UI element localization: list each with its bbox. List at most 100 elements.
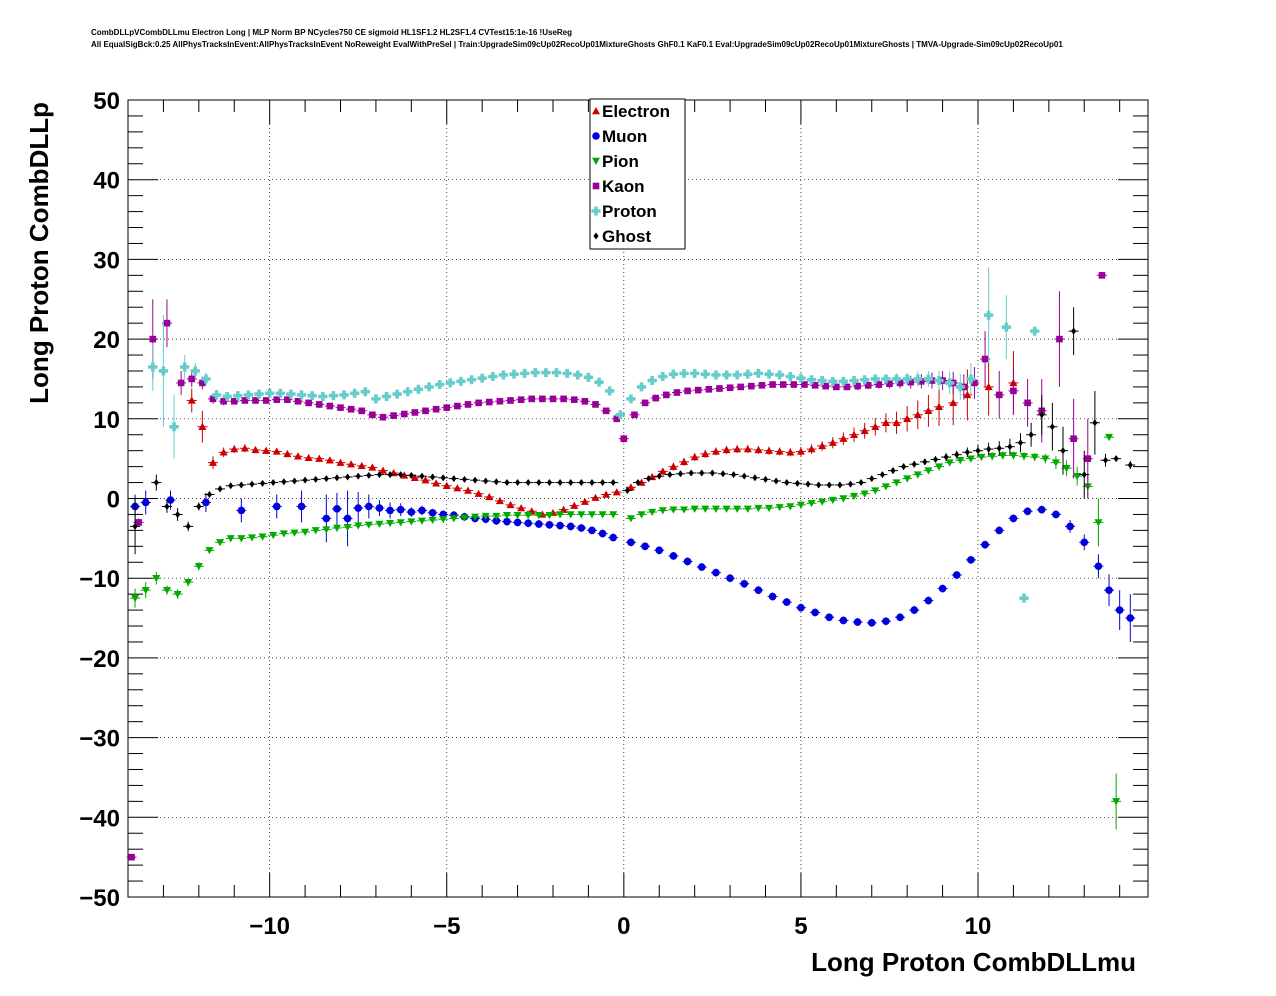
data-point <box>854 382 861 390</box>
data-point <box>408 471 414 479</box>
data-point <box>209 395 217 403</box>
data-point <box>637 382 647 392</box>
data-point <box>201 374 211 384</box>
data-point <box>591 493 600 501</box>
data-point <box>333 505 341 513</box>
legend-label: Muon <box>602 127 647 146</box>
data-point <box>1039 411 1045 419</box>
legend-entry-pion: Pion <box>592 152 639 171</box>
data-point <box>733 445 742 453</box>
data-point <box>1070 435 1077 443</box>
data-point <box>984 382 993 391</box>
data-point <box>1020 453 1029 461</box>
y-tick-label: −10 <box>79 566 120 593</box>
data-point <box>396 519 405 527</box>
data-point <box>162 586 171 595</box>
data-point <box>668 369 678 379</box>
data-point <box>375 520 384 529</box>
data-point <box>871 487 880 495</box>
data-point <box>332 524 341 532</box>
data-point <box>833 383 840 391</box>
data-point <box>1009 514 1018 523</box>
data-point <box>514 479 521 487</box>
data-point <box>620 435 628 443</box>
data-point <box>485 398 493 406</box>
data-point <box>762 475 769 483</box>
data-point <box>701 449 710 458</box>
data-point <box>284 396 291 403</box>
data-point <box>975 447 981 455</box>
data-point <box>552 368 562 378</box>
legend-label: Kaon <box>602 177 645 196</box>
data-point <box>775 504 784 512</box>
data-point <box>132 522 138 530</box>
data-point <box>509 369 519 379</box>
data-point <box>986 445 992 453</box>
data-point <box>726 574 734 582</box>
data-point <box>811 382 819 389</box>
data-point <box>184 578 193 587</box>
data-point <box>1060 447 1066 455</box>
data-point <box>1113 455 1119 463</box>
data-point <box>536 479 542 487</box>
data-point <box>741 472 747 480</box>
data-point <box>867 619 876 627</box>
data-point <box>956 457 965 465</box>
data-point <box>935 463 944 471</box>
data-point <box>496 397 504 405</box>
legend-entry-proton: Proton <box>591 202 657 221</box>
data-point <box>924 406 933 415</box>
data-point <box>765 446 774 454</box>
data-point <box>344 473 351 481</box>
data-point <box>513 512 522 520</box>
data-point <box>635 479 641 487</box>
data-point <box>247 534 256 542</box>
data-point <box>924 596 933 605</box>
data-point <box>535 520 543 528</box>
data-point <box>1094 519 1103 527</box>
data-point <box>589 479 595 487</box>
series-electron <box>186 351 1019 518</box>
data-point <box>694 386 702 394</box>
data-point <box>302 476 308 484</box>
data-point <box>807 375 817 385</box>
data-point <box>577 524 586 532</box>
data-point <box>275 388 285 398</box>
data-point <box>297 502 306 511</box>
data-point <box>711 370 721 380</box>
data-point <box>163 319 171 327</box>
y-axis-title: Long Proton CombDLLp <box>24 102 54 404</box>
data-point <box>382 391 392 401</box>
data-point <box>279 530 288 538</box>
data-point <box>817 376 827 386</box>
data-point <box>524 519 533 528</box>
data-point <box>237 535 246 543</box>
data-point <box>860 426 869 434</box>
data-point <box>503 517 511 526</box>
data-point <box>784 479 790 487</box>
data-point <box>818 498 827 506</box>
legend-entry-kaon: Kaon <box>592 177 645 196</box>
data-point <box>712 568 720 577</box>
data-point <box>190 366 200 376</box>
data-point <box>949 398 958 407</box>
data-point <box>513 518 522 527</box>
data-point <box>355 472 361 480</box>
data-point <box>1126 614 1135 622</box>
data-point <box>903 475 912 483</box>
data-point <box>1030 326 1040 336</box>
data-point <box>407 518 416 526</box>
data-point <box>541 368 551 378</box>
data-point <box>428 509 437 517</box>
data-point <box>1080 538 1089 547</box>
data-point <box>1066 522 1074 531</box>
data-point <box>1007 443 1013 451</box>
series-muon <box>130 490 1136 642</box>
data-point <box>892 418 901 426</box>
data-point <box>984 310 994 320</box>
data-point <box>238 481 244 489</box>
data-point <box>464 401 472 408</box>
data-point <box>1009 452 1018 460</box>
data-point <box>1102 456 1109 464</box>
data-point <box>726 384 734 392</box>
